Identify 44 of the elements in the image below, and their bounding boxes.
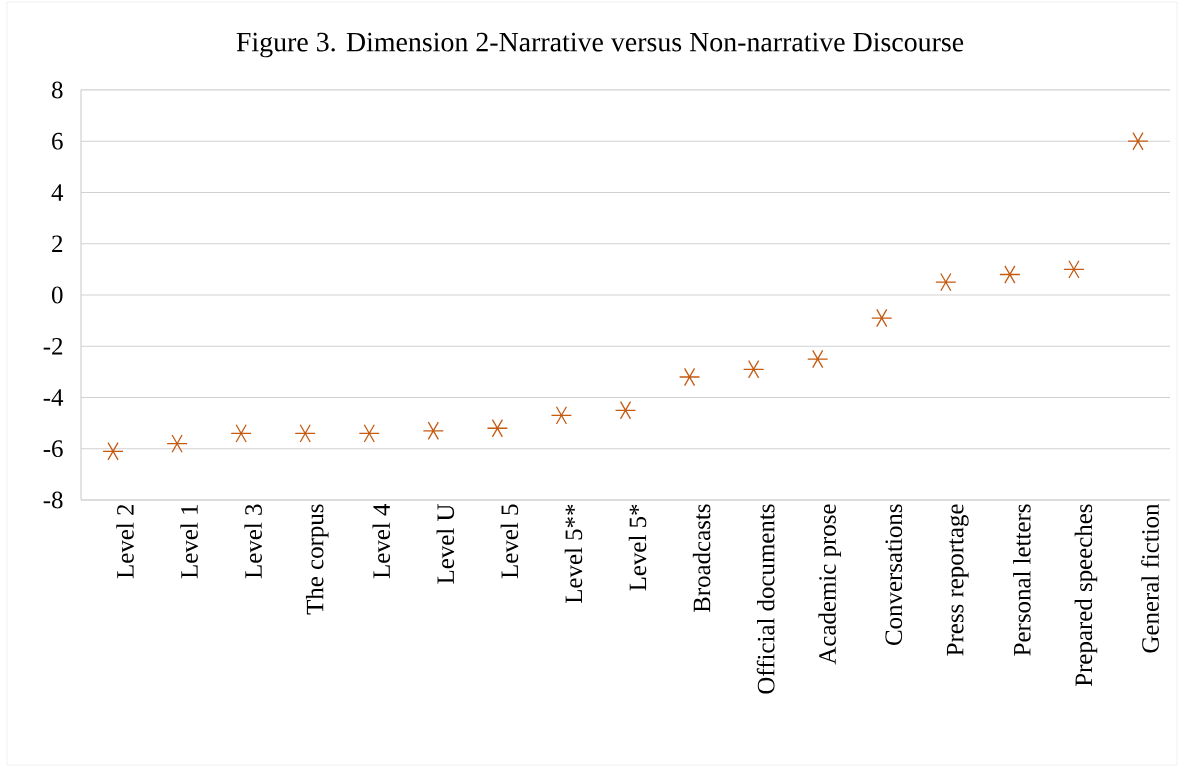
x-tick-label: Level 5** bbox=[564, 504, 583, 604]
y-tick-label: -4 bbox=[43, 389, 64, 406]
point bbox=[230, 424, 252, 443]
chart-title: Figure 3. Dimension 2-Narrative versus Non-narrative Discourse bbox=[236, 32, 964, 58]
point bbox=[614, 401, 637, 420]
point bbox=[935, 272, 957, 292]
point bbox=[166, 434, 188, 453]
point bbox=[294, 424, 316, 443]
point bbox=[678, 367, 701, 387]
y-tick-label: -6 bbox=[43, 440, 63, 458]
x-tick-label: General fiction bbox=[1141, 503, 1159, 653]
x-tick-label: Prepared speeches bbox=[1074, 504, 1098, 687]
point bbox=[743, 360, 765, 379]
x-tick-label: Level U bbox=[436, 504, 455, 584]
y-tick-label: -2 bbox=[43, 337, 63, 355]
x-tick-label: Personal letters bbox=[1013, 504, 1031, 656]
point bbox=[358, 424, 380, 443]
x-tick-label: Level 1 bbox=[180, 505, 198, 579]
x-tick-label: Level 5* bbox=[628, 504, 647, 591]
y-tick-label: 0 bbox=[51, 286, 63, 304]
x-tick-label: The corpus bbox=[305, 504, 329, 615]
y-tick-label: 8 bbox=[51, 81, 63, 99]
point bbox=[871, 308, 893, 328]
point bbox=[486, 418, 509, 438]
x-tick-label: Academic prose bbox=[818, 504, 841, 665]
x-tick-label: Level 4 bbox=[372, 503, 391, 579]
y-tick-label: 6 bbox=[52, 132, 63, 150]
x-tick-label: Level 5 bbox=[500, 504, 519, 579]
x-tick-label: Level 2 bbox=[116, 504, 134, 579]
point bbox=[1063, 260, 1085, 279]
y-tick-label: -8 bbox=[43, 491, 63, 509]
point bbox=[102, 442, 124, 461]
x-tick-label: Level 3 bbox=[244, 504, 262, 579]
x-tick-label: Conversations bbox=[885, 504, 903, 645]
y-tick-label: 4 bbox=[51, 184, 64, 201]
point bbox=[1127, 131, 1149, 151]
point bbox=[807, 349, 829, 369]
point bbox=[422, 421, 444, 441]
point bbox=[999, 265, 1021, 284]
x-tick-label: Press reportage bbox=[946, 504, 969, 656]
point bbox=[550, 406, 573, 425]
y-tick-label: 2 bbox=[52, 235, 63, 252]
x-tick-label: Broadcasts bbox=[692, 504, 711, 613]
x-tick-label: Official documents bbox=[756, 504, 775, 694]
